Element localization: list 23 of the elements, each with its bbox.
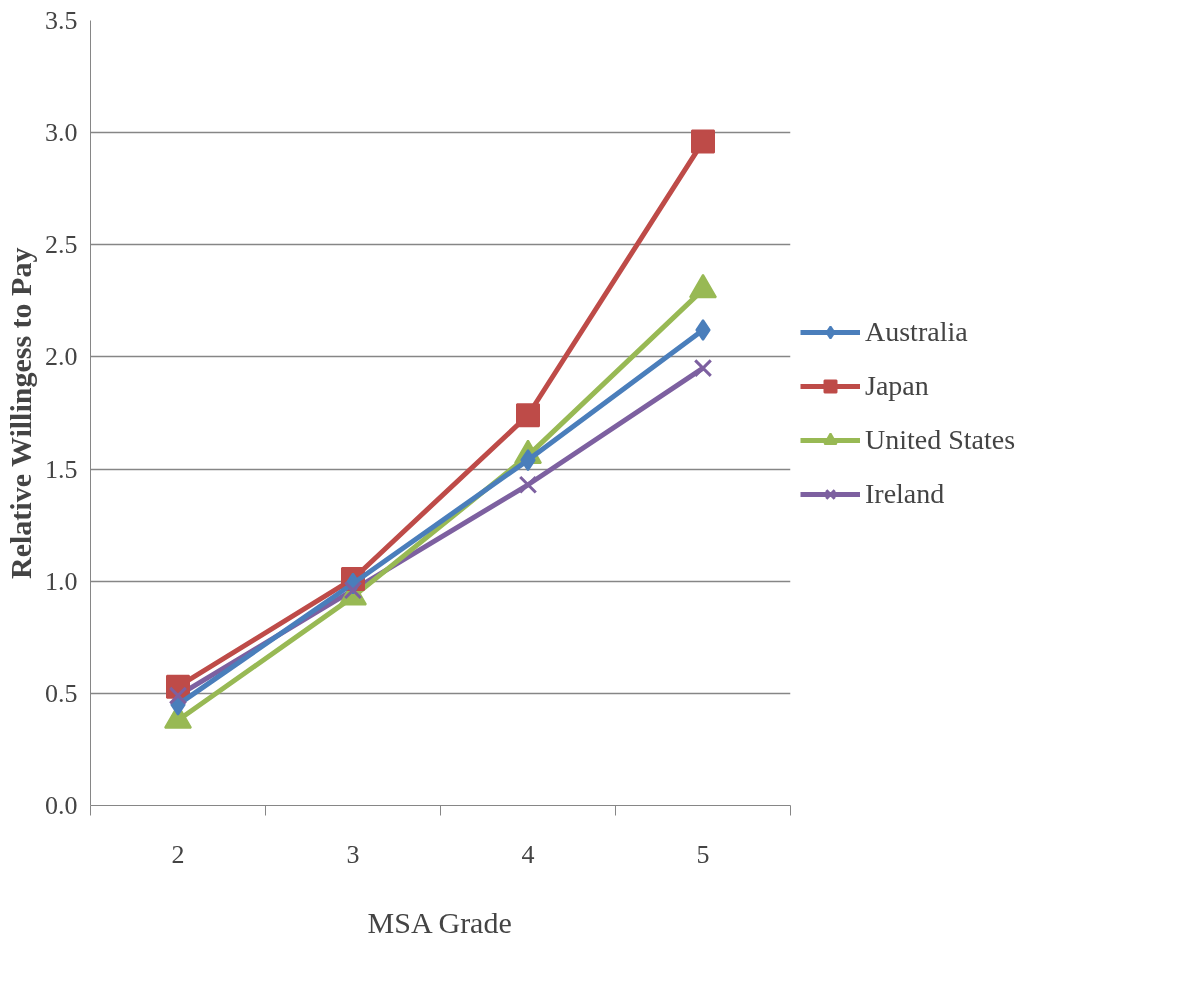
- point: [693, 358, 713, 378]
- point: [518, 475, 538, 495]
- y-tick-label: 0.0: [45, 791, 78, 820]
- legend-label: Australia: [865, 315, 968, 348]
- legend-label: United States: [865, 423, 1016, 456]
- x-tick-label: 3: [346, 839, 360, 869]
- x-tick-label: 5: [696, 839, 710, 869]
- y-tick-label: 2.0: [45, 342, 78, 372]
- y-tick-label: 3.5: [45, 6, 78, 35]
- legend-label: Ireland: [865, 477, 945, 510]
- point: [516, 403, 540, 428]
- x-tick-label: 2: [171, 839, 185, 869]
- legend-label: Japan: [865, 369, 929, 402]
- x-tick-label: 4: [521, 839, 535, 869]
- y-tick-label: 3.0: [45, 118, 78, 148]
- point: [343, 580, 363, 600]
- y-tick-label: 1.0: [45, 566, 78, 596]
- y-tick-label: 1.5: [45, 454, 78, 484]
- y-tick-label: 0.5: [45, 678, 78, 708]
- y-axis-title: Relative Willingess to Pay: [4, 247, 37, 579]
- x-axis-title: MSA Grade: [367, 905, 512, 939]
- point: [691, 129, 715, 154]
- y-tick-label: 2.5: [45, 230, 78, 260]
